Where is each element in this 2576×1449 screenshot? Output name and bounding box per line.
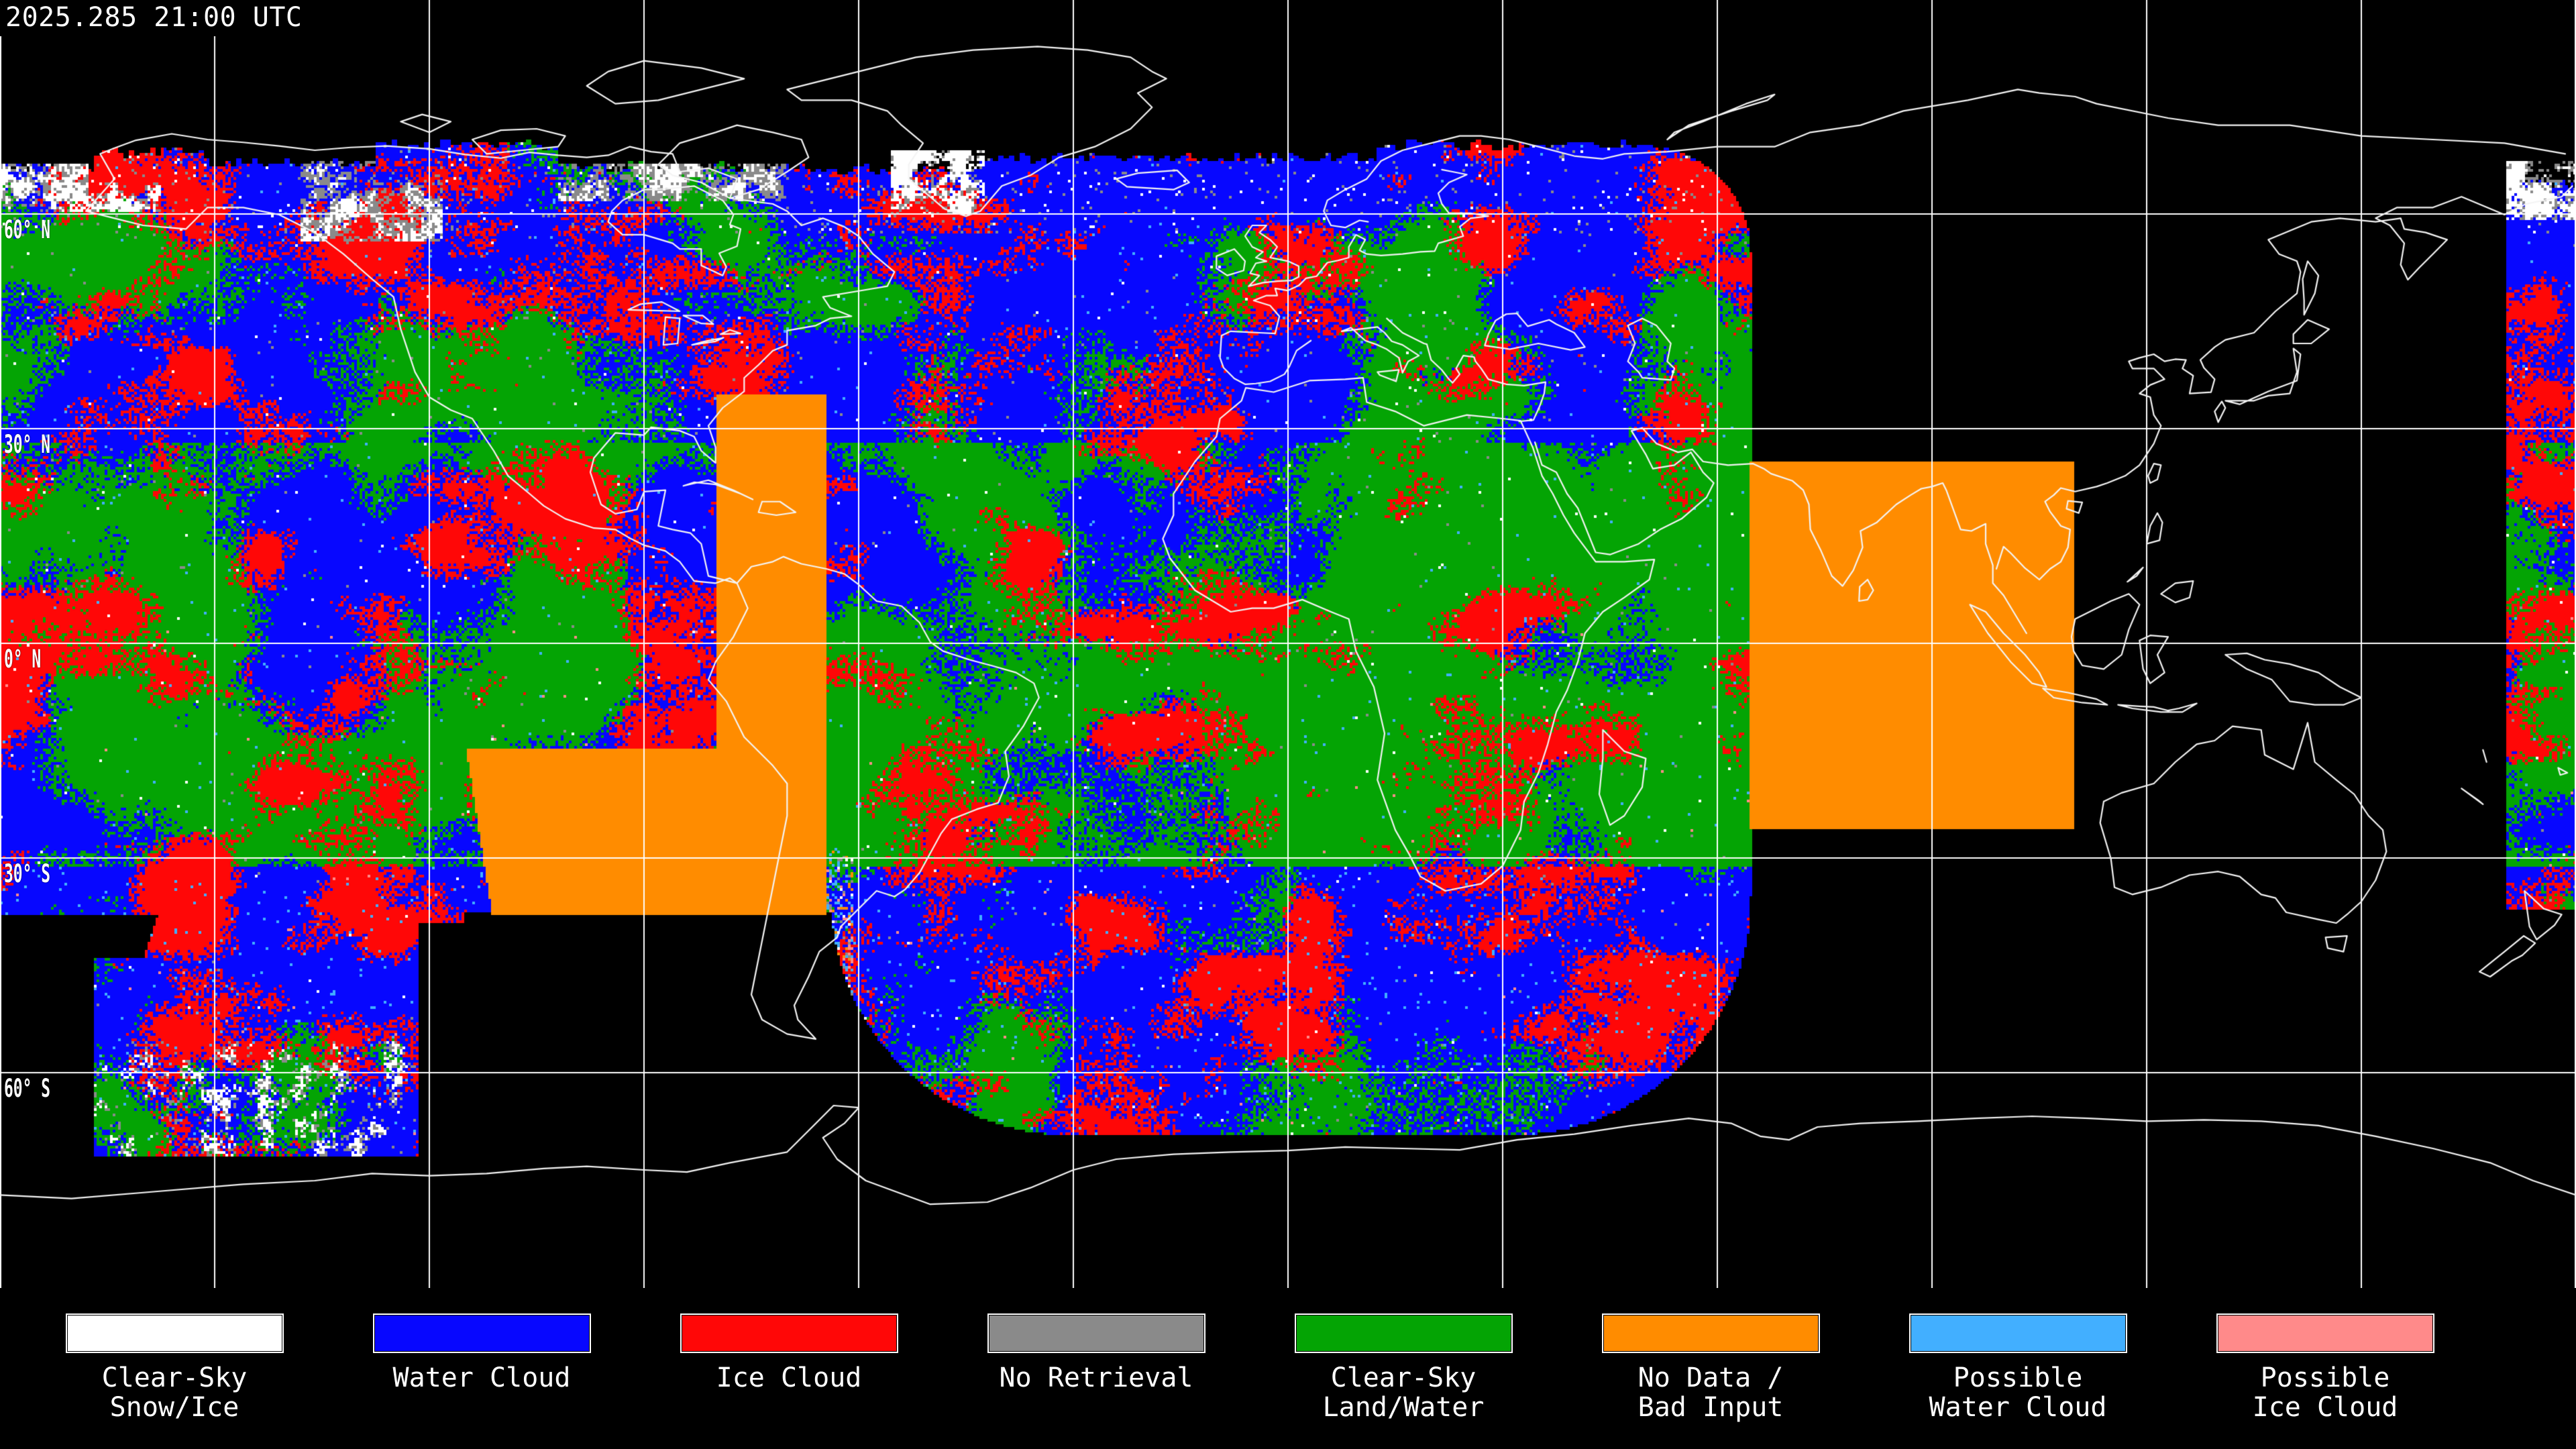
legend-label-line: Water Cloud [1929, 1392, 2107, 1423]
latitude-label: 30° S [4, 859, 51, 888]
legend-swatch-possible-water-cloud [1909, 1313, 2127, 1353]
legend-label-line: Snow/Ice [109, 1392, 239, 1423]
legend-swatch-fill [67, 1316, 282, 1351]
legend-label: Clear-Sky Land/Water [1250, 1363, 1557, 1422]
legend-item-clear-sky-land-water: Clear-Sky Land/Water [1250, 1288, 1557, 1449]
latitude-label: 60° N [4, 215, 51, 244]
legend-label-line: Possible [1953, 1362, 2083, 1393]
legend-item-no-retrieval: No Retrieval [943, 1288, 1250, 1449]
legend-swatch-fill [1603, 1316, 1818, 1351]
legend-swatch-clear-sky-land-water [1294, 1313, 1513, 1353]
legend-label: No Retrieval [943, 1363, 1250, 1393]
legend-swatch-possible-ice-cloud [2216, 1313, 2434, 1353]
latitude-label: 60° S [4, 1074, 51, 1103]
legend-item-ice-cloud: Ice Cloud [635, 1288, 943, 1449]
legend-item-no-data-bad-input: No Data / Bad Input [1557, 1288, 1864, 1449]
latitude-label: 30° N [4, 430, 51, 459]
legend-swatch-fill [989, 1316, 1203, 1351]
legend-label-line: No Retrieval [999, 1362, 1193, 1393]
legend-label-line: No Data / [1638, 1362, 1784, 1393]
cloud-phase-map-canvas [0, 0, 2576, 1288]
legend-item-possible-water-cloud: Possible Water Cloud [1864, 1288, 2171, 1449]
legend-swatch-no-data-bad-input [1601, 1313, 1820, 1353]
legend-swatch-fill [682, 1316, 896, 1351]
legend-swatch-fill [1911, 1316, 2125, 1351]
legend-swatch-water-cloud [372, 1313, 591, 1353]
legend-label-line: Bad Input [1638, 1392, 1784, 1423]
legend-swatch-fill [1296, 1316, 1511, 1351]
legend-label-line: Possible [2260, 1362, 2390, 1393]
legend-item-possible-ice-cloud: Possible Ice Cloud [2171, 1288, 2479, 1449]
legend-swatch-ice-cloud [680, 1313, 898, 1353]
legend-label-line: Ice Cloud [2252, 1392, 2398, 1423]
legend-label-line: Ice Cloud [716, 1362, 862, 1393]
legend-swatch-clear-sky-snow-ice [65, 1313, 284, 1353]
legend-label: Ice Cloud [635, 1363, 943, 1393]
legend-swatch-fill [2218, 1316, 2432, 1351]
legend-label: No Data / Bad Input [1557, 1363, 1864, 1422]
legend-label: Water Cloud [328, 1363, 635, 1393]
legend-label-line: Land/Water [1322, 1392, 1485, 1423]
legend-swatch-fill [374, 1316, 589, 1351]
legend-item-clear-sky-snow-ice: Clear-Sky Snow/Ice [21, 1288, 328, 1449]
legend-bar: Clear-Sky Snow/Ice Water Cloud Ice Cloud No … [0, 1288, 2576, 1449]
timestamp-label: 2025.285 21:00 UTC [0, 0, 319, 36]
legend-label-line: Water Cloud [392, 1362, 571, 1393]
latitude-label: 0° N [4, 645, 42, 674]
legend-label: Clear-Sky Snow/Ice [21, 1363, 328, 1422]
legend-swatch-no-retrieval [987, 1313, 1205, 1353]
legend-label-line: Clear-Sky [101, 1362, 248, 1393]
legend-label: Possible Ice Cloud [2171, 1363, 2479, 1422]
legend-label-line: Clear-Sky [1330, 1362, 1477, 1393]
legend-item-water-cloud: Water Cloud [328, 1288, 635, 1449]
legend-label: Possible Water Cloud [1864, 1363, 2171, 1422]
